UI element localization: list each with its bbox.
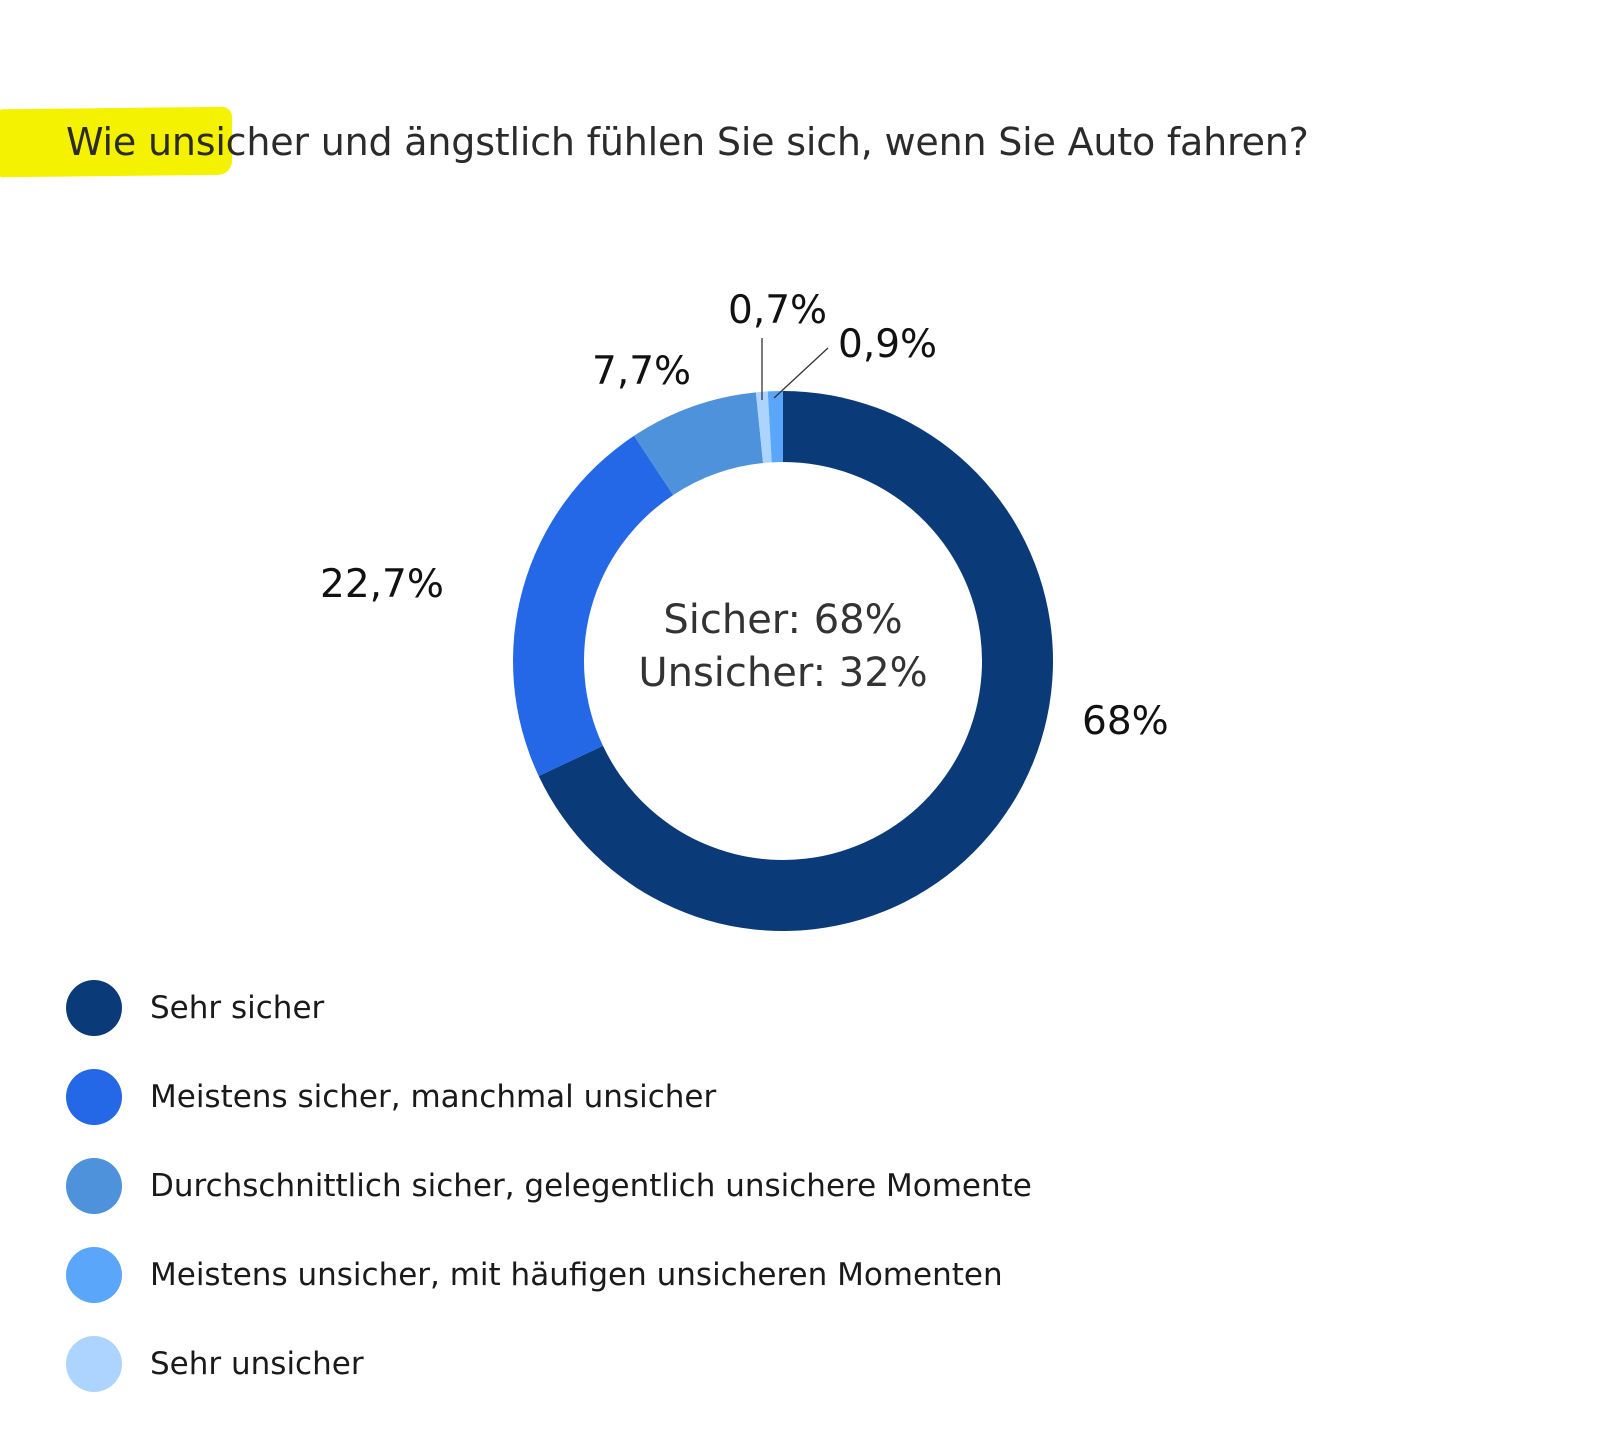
data-label-durchschnittlich-sicher-gelegentlich-unsichere-momente: 7,7% [592,349,691,394]
legend-label: Sehr unsicher [150,1346,364,1382]
legend-item-sehr-sicher: Sehr sicher [66,980,1032,1036]
slice-meistens-unsicher-mit-haeufigen-unsicheren-momenten [767,391,783,463]
legend-item-sehr-unsicher: Sehr unsicher [66,1336,1032,1392]
legend-item-durchschnittlich-sicher: Durchschnittlich sicher, gelegentlich un… [66,1158,1032,1214]
legend-item-meistens-sicher: Meistens sicher, manchmal unsicher [66,1069,1032,1125]
data-label-meistens-unsicher-mit-haeufigen-unsicheren-momenten: 0,9% [838,322,937,367]
slice-sehr-unsicher [755,391,772,464]
legend-item-meistens-unsicher: Meistens unsicher, mit häufigen unsicher… [66,1247,1032,1303]
legend-label: Meistens sicher, manchmal unsicher [150,1079,717,1115]
center-label-sicher: Sicher: 68% [663,597,902,643]
data-label-sehr-unsicher: 0,7% [728,288,827,333]
center-label-unsicher: Unsicher: 32% [638,650,927,696]
slice-durchschnittlich-sicher-gelegentlich-unsichere-momente [634,392,764,496]
legend-label: Meistens unsicher, mit häufigen unsicher… [150,1257,1003,1293]
legend-swatch [66,1247,122,1303]
leader-line-meistens-unsicher-mit-haeufigen-unsicheren-momenten [773,347,829,399]
legend-swatch [66,1069,122,1125]
data-label-meistens-sicher-manchmal-unsicher: 22,7% [320,562,444,607]
legend-swatch [66,1158,122,1214]
legend: Sehr sicher Meistens sicher, manchmal un… [66,980,1032,1425]
slice-meistens-sicher-manchmal-unsicher [513,435,674,776]
legend-label: Durchschnittlich sicher, gelegentlich un… [150,1168,1032,1204]
donut-chart: 68% 22,7% 7,7% 0,7%0,9% Sicher: 68% Unsicher:… [320,288,1169,932]
chart-title: Wie unsicher und ängstlich fühlen Sie si… [66,120,1309,164]
legend-label: Sehr sicher [150,990,325,1026]
legend-swatch [66,980,122,1036]
data-label-sehr-sicher: 68% [1082,699,1169,744]
legend-swatch [66,1336,122,1392]
